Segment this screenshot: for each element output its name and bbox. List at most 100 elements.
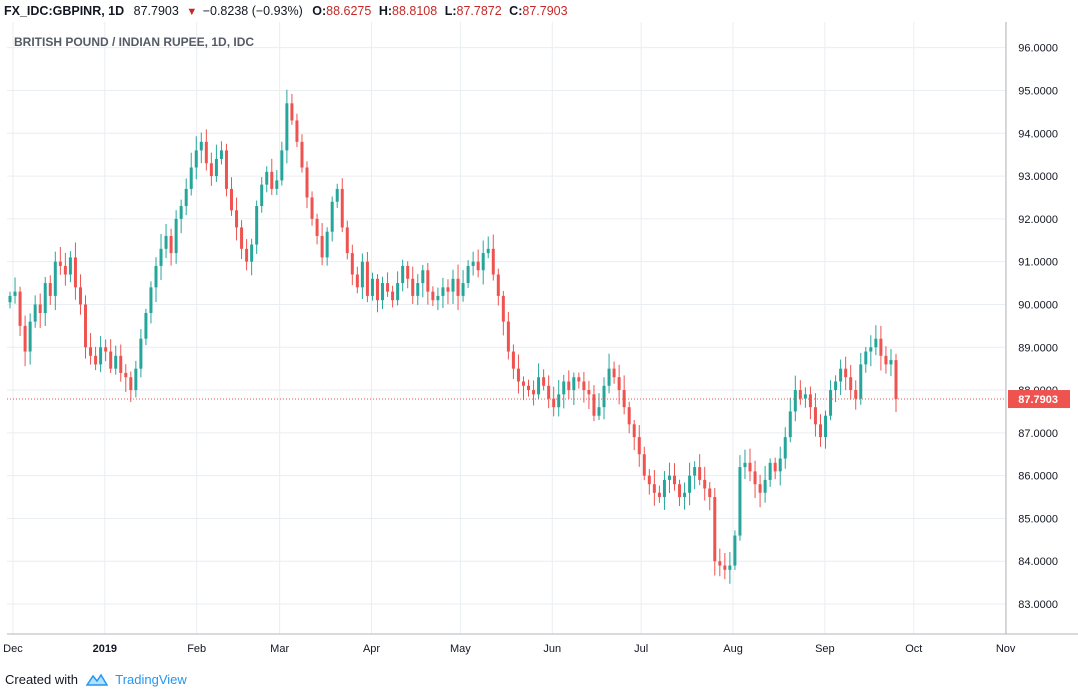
candle-body — [350, 253, 354, 275]
candle-body — [139, 338, 143, 369]
candle-body — [486, 248, 490, 254]
high-label: H: — [378, 4, 393, 18]
time-tick-label: Jun — [543, 643, 561, 655]
candle-body — [285, 103, 289, 151]
candle-body — [164, 235, 168, 249]
candle-body — [879, 338, 883, 356]
candle-body — [516, 368, 520, 382]
candle-body — [859, 364, 863, 399]
candle-body — [642, 454, 646, 476]
candle-body — [889, 360, 893, 365]
candle-body — [778, 458, 782, 472]
candle-body — [723, 565, 727, 570]
candle-body — [768, 462, 772, 480]
candle-body — [295, 120, 299, 142]
price-tick-label: 96.0000 — [1018, 43, 1058, 55]
candle-body — [582, 381, 586, 391]
candle-body — [38, 304, 42, 314]
candle-body — [73, 257, 77, 288]
time-tick-label: May — [450, 643, 471, 655]
candle-body — [567, 381, 571, 391]
candle-body — [68, 257, 72, 275]
candle-body — [476, 261, 480, 271]
candle-body — [537, 377, 541, 395]
candle-body — [693, 467, 697, 476]
candle-body — [688, 475, 692, 493]
candle-body — [612, 368, 616, 378]
candle-body — [381, 283, 385, 301]
candle-body — [532, 390, 536, 395]
candle-body — [607, 368, 611, 386]
candle-body — [683, 492, 687, 498]
candle-body — [703, 479, 707, 489]
candlestick-chart[interactable]: 96.0000 95.0000 94.0000 93.0000 92.0000 91.00… — [0, 22, 1078, 662]
candle-body — [894, 360, 898, 400]
candle-body — [436, 295, 440, 301]
candle-body — [224, 150, 228, 189]
candle-body — [58, 261, 62, 266]
candle-body — [521, 381, 525, 386]
time-tick-label: Sep — [815, 643, 835, 655]
low-label: L: — [444, 4, 457, 18]
price-tick-label: 95.0000 — [1018, 85, 1058, 97]
low-value: 87.7872 — [456, 4, 502, 18]
tradingview-link[interactable]: TradingView — [115, 672, 187, 687]
candle-body — [109, 351, 113, 369]
candle-body — [501, 295, 505, 322]
candle-body — [698, 467, 702, 480]
candle-body — [527, 385, 531, 391]
price-tick-label: 90.0000 — [1018, 299, 1058, 311]
candle-body — [667, 475, 671, 480]
time-tick-label: Feb — [187, 643, 206, 655]
candle-body — [562, 381, 566, 395]
candle-body — [13, 291, 17, 296]
candle-body — [154, 265, 158, 288]
candle-body — [461, 283, 465, 296]
high-value: 88.8108 — [392, 4, 438, 18]
candle-body — [94, 355, 98, 365]
candle-body — [552, 398, 556, 408]
candle-body — [884, 355, 888, 365]
candle-body — [235, 210, 239, 228]
candle-body — [783, 437, 787, 459]
candle-body — [728, 565, 732, 570]
candle-body — [240, 227, 244, 249]
candle-body — [315, 218, 319, 236]
candle-body — [773, 462, 777, 472]
candle-body — [874, 338, 878, 348]
candle-body — [542, 377, 546, 386]
candle-body — [587, 390, 591, 395]
candle-body — [23, 325, 27, 352]
candle-body — [416, 283, 420, 296]
candle-body — [788, 411, 792, 438]
candle-body — [657, 492, 661, 498]
candle-body — [426, 270, 430, 292]
candle-body — [144, 313, 148, 339]
candle-body — [8, 295, 12, 303]
candle-body — [713, 497, 717, 562]
candle-body — [864, 351, 868, 365]
candle-body — [496, 274, 500, 296]
candle-body — [718, 561, 722, 566]
symbol-label[interactable]: FX_IDC:GBPINR, 1D — [4, 4, 125, 18]
candle-body — [839, 368, 843, 382]
candle-body — [18, 291, 22, 326]
candle-body — [446, 287, 450, 292]
candle-body — [204, 141, 208, 164]
time-axis[interactable]: Dec 2019 Feb Mar Apr May Jun Jul Aug Sep Oct Nov — [3, 643, 1016, 655]
candle-body — [854, 390, 858, 399]
price-axis[interactable]: 96.0000 95.0000 94.0000 93.0000 92.0000 91.00… — [1018, 43, 1058, 611]
candle-body — [733, 535, 737, 566]
candle-body — [818, 424, 822, 438]
candle-body — [829, 390, 833, 416]
candle-body — [421, 270, 425, 284]
close-label: C: — [509, 4, 523, 18]
candle-body — [365, 261, 369, 296]
candle-body — [617, 377, 621, 391]
candle-body — [184, 188, 188, 207]
candle-body — [824, 415, 828, 438]
candle-body — [557, 394, 561, 408]
price-tick-label: 85.0000 — [1018, 513, 1058, 525]
candle-body — [250, 244, 254, 262]
last-price: 87.7903 — [133, 4, 179, 18]
